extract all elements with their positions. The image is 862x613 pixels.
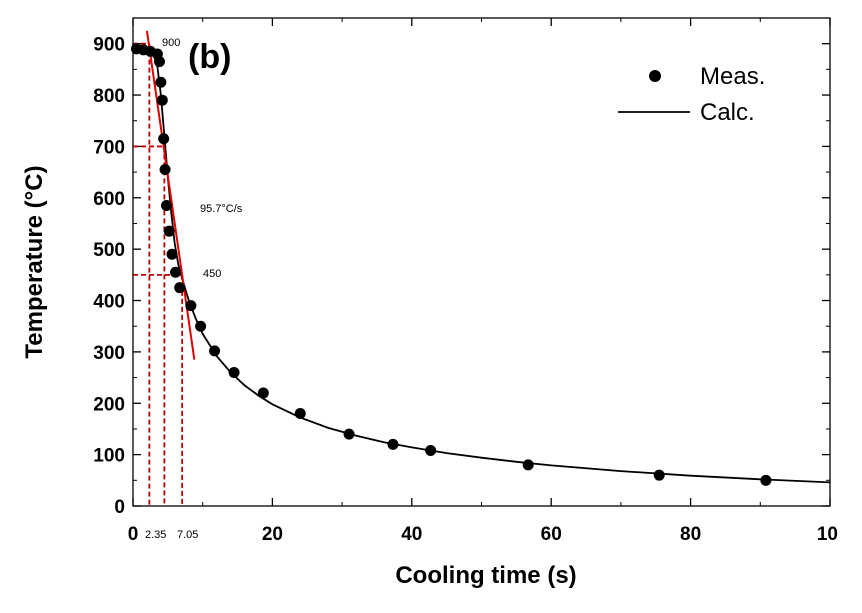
annotation-time-a: 2.35 bbox=[145, 529, 166, 541]
y-tick-label: 600 bbox=[93, 189, 125, 210]
data-point-meas bbox=[158, 133, 170, 145]
annotation-slope: 95.7°C/s bbox=[200, 203, 243, 215]
data-point-meas bbox=[195, 320, 207, 332]
x-tick-label: 40 bbox=[401, 524, 422, 545]
annotation-450: 450 bbox=[203, 268, 221, 280]
y-tick-label: 100 bbox=[93, 446, 125, 467]
data-point-meas bbox=[156, 94, 168, 106]
data-point-meas bbox=[166, 248, 178, 260]
y-tick-label: 500 bbox=[93, 240, 125, 261]
y-tick-label: 400 bbox=[93, 292, 125, 313]
data-point-meas bbox=[228, 366, 240, 378]
data-point-meas bbox=[185, 300, 197, 312]
data-point-meas bbox=[343, 428, 355, 440]
y-tick-label: 300 bbox=[93, 343, 125, 364]
panel-label: (b) bbox=[188, 38, 231, 76]
data-point-meas bbox=[155, 76, 167, 88]
x-tick-label: 60 bbox=[541, 524, 562, 545]
x-tick-label: 10 bbox=[817, 524, 838, 545]
legend: Meas. Calc. bbox=[618, 63, 765, 126]
data-point-meas bbox=[425, 445, 437, 457]
x-tick-labels: 0 20 40 60 80 10 bbox=[128, 524, 838, 545]
annotation-900: 900 bbox=[162, 37, 180, 49]
y-tick-label: 800 bbox=[93, 86, 125, 107]
legend-label-meas: Meas. bbox=[700, 63, 765, 90]
plot-frame bbox=[132, 17, 831, 507]
data-point-meas bbox=[174, 282, 186, 294]
data-point-meas bbox=[387, 438, 399, 450]
y-tick-labels: 0 100 200 300 400 500 600 700 800 900 bbox=[93, 35, 125, 518]
y-tick-label: 0 bbox=[114, 497, 125, 518]
y-tick-label: 200 bbox=[93, 394, 125, 415]
y-tick-label: 900 bbox=[93, 35, 125, 56]
data-point-meas bbox=[159, 164, 171, 176]
data-point-meas bbox=[522, 459, 534, 471]
series-points-meas bbox=[130, 43, 772, 486]
data-point-meas bbox=[294, 408, 306, 420]
data-point-meas bbox=[653, 469, 665, 481]
data-point-meas bbox=[760, 474, 772, 486]
x-tick-label: 80 bbox=[680, 524, 701, 545]
data-point-meas bbox=[160, 199, 172, 211]
tangent-line bbox=[145, 30, 196, 360]
data-point-meas bbox=[153, 56, 165, 68]
x-tick-label: 20 bbox=[262, 524, 283, 545]
x-tick-label: 0 bbox=[128, 524, 139, 545]
data-point-meas bbox=[163, 225, 175, 237]
axis-ticks bbox=[132, 18, 831, 507]
legend-label-calc: Calc. bbox=[700, 99, 755, 126]
y-axis-title: Temperature (°C) bbox=[21, 165, 48, 358]
y-tick-label: 700 bbox=[93, 137, 125, 158]
x-axis-title: Cooling time (s) bbox=[395, 562, 576, 589]
data-point-meas bbox=[209, 345, 221, 357]
annotation-time-b: 7.05 bbox=[177, 529, 198, 541]
data-point-meas bbox=[257, 387, 269, 399]
legend-marker-meas bbox=[649, 70, 661, 82]
data-point-meas bbox=[170, 266, 182, 278]
